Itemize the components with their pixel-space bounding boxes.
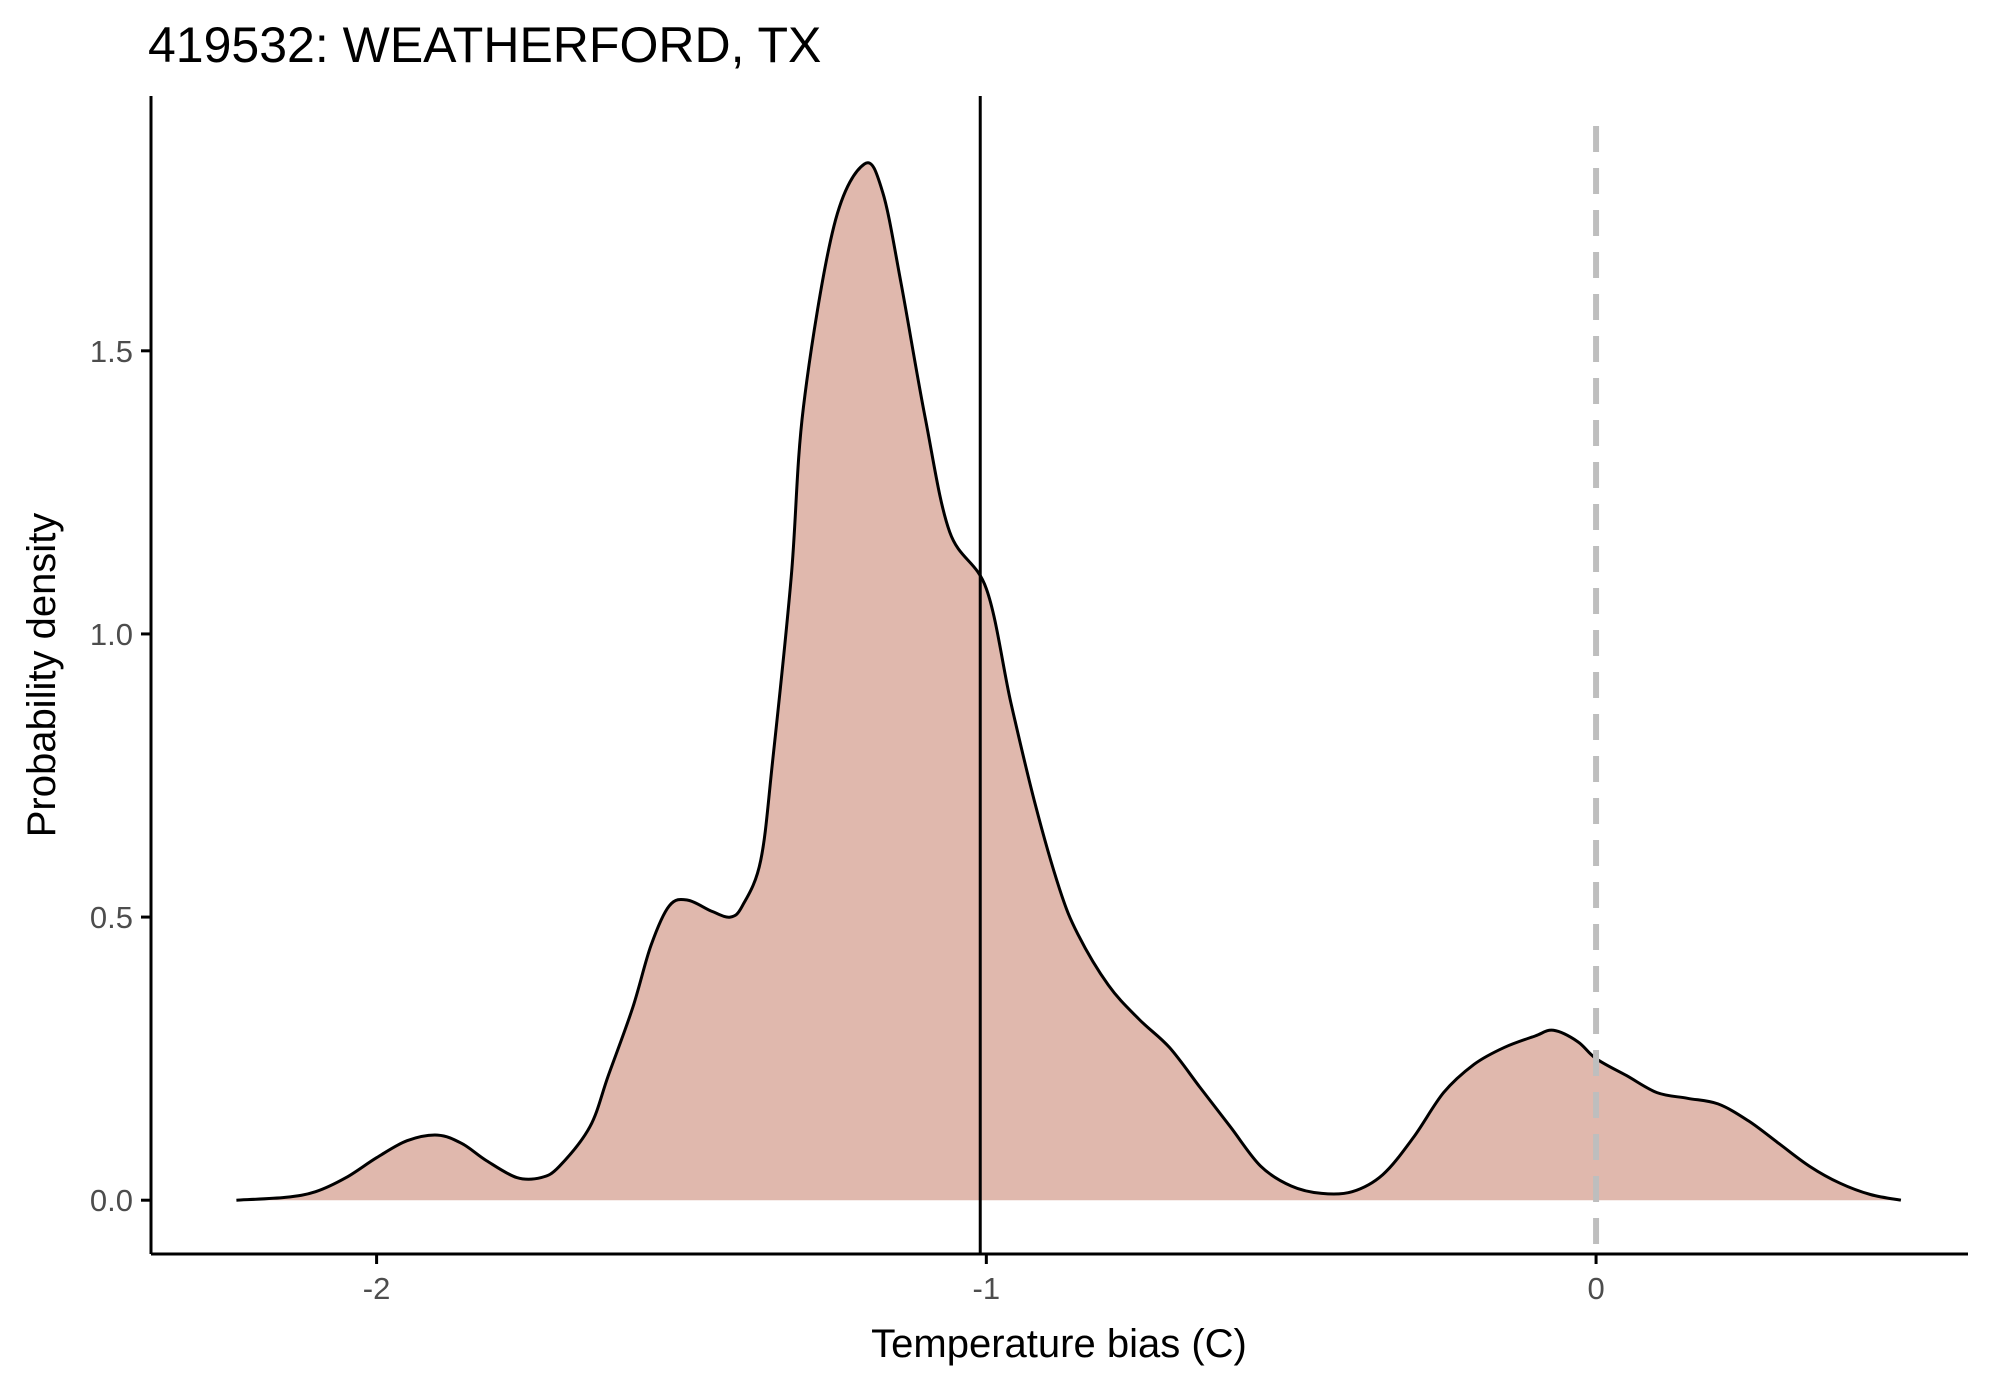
x-tick-label: -2: [363, 1271, 391, 1306]
y-tick-label: 0.5: [90, 900, 133, 935]
density-curve: [236, 161, 1902, 1202]
plot-area: [236, 96, 1902, 1254]
x-tick-label: 0: [1587, 1271, 1604, 1306]
x-tick-label: -1: [973, 1271, 1001, 1306]
y-tick-label: 1.5: [90, 334, 133, 369]
chart-title: 419532: WEATHERFORD, TX: [148, 17, 821, 73]
density-area: [236, 162, 1901, 1201]
y-axis-title: Probability density: [20, 513, 64, 838]
y-tick-label: 0.0: [90, 1183, 133, 1218]
x-axis-title: Temperature bias (C): [871, 1322, 1247, 1366]
axis-ticks: -2 -1 0 0.0 0.5 1.0 1.5: [90, 334, 1605, 1306]
y-tick-label: 1.0: [90, 617, 133, 652]
